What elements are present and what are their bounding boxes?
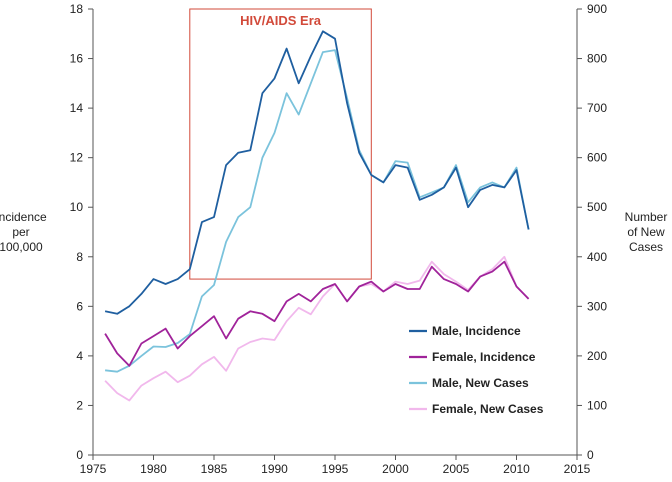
y-left-tick-label: 14	[70, 101, 84, 115]
y-left-title-line: per	[12, 225, 29, 239]
x-tick-label: 2015	[564, 462, 591, 476]
y-left-title-line: Incidence	[0, 210, 47, 224]
x-tick-label: 1980	[140, 462, 167, 476]
y-left-tick-label: 0	[76, 448, 83, 462]
x-tick-label: 1975	[80, 462, 107, 476]
era-label: HIV/AIDS Era	[240, 13, 322, 28]
y-right-title-line: of New	[627, 225, 665, 239]
x-tick-label: 2005	[443, 462, 470, 476]
series-line-female-new-cases	[104, 255, 530, 402]
x-tick-label: 2000	[382, 462, 409, 476]
series-lines	[104, 30, 530, 402]
legend-label-female-incidence: Female, Incidence	[432, 350, 536, 364]
y-right-tick-label: 100	[587, 398, 607, 412]
y-right-tick-label: 600	[587, 151, 607, 165]
x-tick-label: 1995	[322, 462, 349, 476]
y-left-tick-label: 12	[70, 151, 84, 165]
y-right-tick-label: 800	[587, 52, 607, 66]
legend: Male, Incidence Female, Incidence Male, Ne…	[409, 324, 544, 416]
x-tick-label: 1985	[201, 462, 228, 476]
y-left-title-line: 100,000	[0, 240, 43, 254]
y-right-tick-label: 200	[587, 349, 607, 363]
y-right-title-line: Number	[625, 210, 668, 224]
y-left-tick-label: 16	[70, 52, 84, 66]
y-left-tick-label: 4	[76, 349, 83, 363]
era-annotation: HIV/AIDS Era	[189, 8, 372, 280]
y-right-tick-label: 500	[587, 200, 607, 214]
legend-label-male-incidence: Male, Incidence	[432, 324, 521, 338]
era-box	[189, 8, 372, 280]
y-right-title-line: Cases	[629, 240, 663, 254]
y-right-tick-label: 700	[587, 101, 607, 115]
y-left-tick-label: 18	[70, 2, 84, 16]
legend-label-male-new-cases: Male, New Cases	[432, 376, 529, 390]
axes: 1975 1980 1985 1990 1995 2000 2005 2010 20150246…	[0, 2, 667, 476]
series-line-male-incidence	[104, 30, 530, 315]
y-right-tick-label: 400	[587, 250, 607, 264]
y-left-tick-label: 2	[76, 398, 83, 412]
x-tick-label: 2010	[503, 462, 530, 476]
y-right-tick-label: 0	[587, 448, 594, 462]
legend-label-female-new-cases: Female, New Cases	[432, 402, 544, 416]
y-left-tick-label: 10	[70, 200, 84, 214]
series-line-female-incidence	[104, 260, 530, 367]
y-left-tick-label: 6	[76, 299, 83, 313]
x-tick-label: 1990	[261, 462, 288, 476]
y-right-tick-label: 900	[587, 2, 607, 16]
y-left-tick-label: 8	[76, 250, 83, 264]
y-right-tick-label: 300	[587, 299, 607, 313]
